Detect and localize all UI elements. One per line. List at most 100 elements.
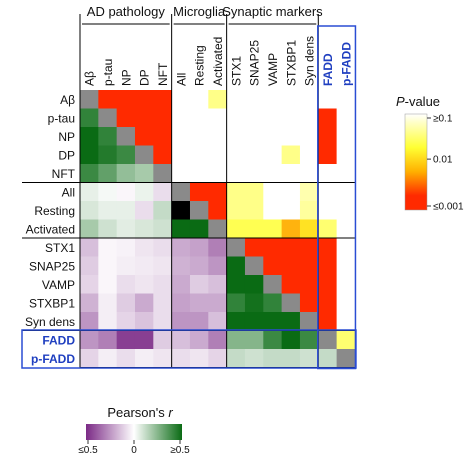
heatmap-cell-all-stxbp1 — [281, 182, 301, 202]
heatmap-cell-activated-fadd — [318, 219, 338, 239]
heatmap-cell-p-fadd-vamp — [263, 349, 283, 368]
heatmap-cell-dp-vamp — [263, 145, 283, 165]
p-value-tick-label: 0.01 — [433, 155, 453, 166]
heatmap-cell-np-vamp — [263, 127, 283, 146]
row-label-vamp: VAMP — [42, 278, 75, 292]
heatmap-cell-snap25-ab — [80, 256, 99, 276]
heatmap-cell-snap25-nft — [153, 256, 173, 276]
heatmap-cell-p-fadd-ab — [80, 349, 99, 368]
heatmap-cell-p-fadd-p-fadd — [336, 349, 356, 368]
col-label-p-fadd: p-FADD — [339, 42, 353, 86]
heatmap-cell-ab-nft — [153, 90, 173, 109]
col-label-p-tau: p-tau — [101, 59, 115, 86]
heatmap-cell-fadd-activated — [208, 330, 228, 350]
heatmap-cell-p-tau-p-fadd — [336, 108, 356, 128]
heatmap-cell-np-stx1 — [226, 127, 246, 146]
heatmap-cell-all-stx1 — [226, 182, 246, 202]
heatmap-cell-ab-p-fadd — [336, 90, 356, 109]
heatmap-cell-syn-dens-fadd — [318, 312, 338, 331]
heatmap-cell-snap25-stx1 — [226, 256, 246, 276]
heatmap-cell-np-dp — [134, 127, 154, 146]
heatmap-cell-stx1-vamp — [263, 238, 283, 257]
heatmap-cell-resting-fadd — [318, 201, 338, 220]
group-label-microglia: Microglia — [173, 4, 226, 19]
heatmap-cell-p-tau-dp — [134, 108, 154, 128]
heatmap-cell-stxbp1-snap25 — [244, 293, 264, 313]
heatmap-cell-activated-snap25 — [244, 219, 264, 239]
heatmap-cell-snap25-p-tau — [98, 256, 118, 276]
heatmap-cell-snap25-dp — [134, 256, 154, 276]
heatmap-cell-activated-ab — [80, 219, 99, 239]
heatmap-cell-stx1-p-fadd — [336, 238, 356, 257]
heatmap-cell-dp-resting — [189, 145, 209, 165]
heatmap-cell-syn-dens-np — [116, 312, 136, 331]
heatmap-cell-ab-activated — [208, 90, 228, 109]
heatmap-cell-fadd-np — [116, 330, 136, 350]
heatmap-cell-fadd-fadd — [318, 330, 338, 350]
heatmap-cell-nft-all — [171, 164, 191, 183]
heatmap-cell-dp-all — [171, 145, 191, 165]
heatmap-cell-p-tau-all — [171, 108, 191, 128]
col-label-dp: DP — [138, 69, 152, 86]
heatmap-cell-activated-activated — [208, 219, 228, 239]
heatmap-cell-dp-dp — [134, 145, 154, 165]
heatmap-cell-syn-dens-stxbp1 — [281, 312, 301, 331]
heatmap-cell-vamp-p-tau — [98, 275, 118, 294]
heatmap-cell-nft-activated — [208, 164, 228, 183]
heatmap-cell-stx1-dp — [134, 238, 154, 257]
heatmap-cell-p-tau-ab — [80, 108, 99, 128]
heatmap-cell-p-tau-syn-dens — [299, 108, 319, 128]
heatmap-cell-fadd-nft — [153, 330, 173, 350]
heatmap-cell-resting-nft — [153, 201, 173, 220]
heatmap-cell-syn-dens-p-tau — [98, 312, 118, 331]
heatmap-cell-vamp-ab — [80, 275, 99, 294]
col-label-activated: Activated — [211, 37, 225, 86]
heatmap-cell-np-activated — [208, 127, 228, 146]
heatmap-cell-fadd-p-fadd — [336, 330, 356, 350]
heatmap-cell-syn-dens-dp — [134, 312, 154, 331]
heatmap-cell-activated-vamp — [263, 219, 283, 239]
heatmap-cell-stx1-activated — [208, 238, 228, 257]
heatmap-cell-np-p-fadd — [336, 127, 356, 146]
heatmap-cell-stxbp1-activated — [208, 293, 228, 313]
heatmap-cell-p-tau-p-tau — [98, 108, 118, 128]
heatmap-cell-dp-snap25 — [244, 145, 264, 165]
heatmap-cell-syn-dens-nft — [153, 312, 173, 331]
heatmap-cell-np-fadd — [318, 127, 338, 146]
heatmap-cell-vamp-np — [116, 275, 136, 294]
heatmap-cell-resting-stxbp1 — [281, 201, 301, 220]
heatmap-cell-activated-nft — [153, 219, 173, 239]
heatmap-cell-resting-activated — [208, 201, 228, 220]
heatmap-cell-nft-vamp — [263, 164, 283, 183]
heatmap-cell-all-vamp — [263, 182, 283, 202]
col-label-np: NP — [119, 69, 133, 86]
row-label-fadd: FADD — [42, 333, 75, 347]
heatmap-cell-syn-dens-syn-dens — [299, 312, 319, 331]
heatmap-cell-p-fadd-fadd — [318, 349, 338, 368]
p-value-colorbar — [404, 113, 428, 211]
heatmap-cell-p-tau-nft — [153, 108, 173, 128]
heatmap-cell-ab-snap25 — [244, 90, 264, 109]
heatmap-cell-np-stxbp1 — [281, 127, 301, 146]
heatmap-cell-all-ab — [80, 182, 99, 202]
heatmap-cell-stx1-fadd — [318, 238, 338, 257]
heatmap-cell-vamp-syn-dens — [299, 275, 319, 294]
heatmap-cell-np-resting — [189, 127, 209, 146]
heatmap-cell-ab-np — [116, 90, 136, 109]
heatmap-cell-activated-all — [171, 219, 191, 239]
p-value-legend: P-value ≥0.1 0.01 ≤0.001 — [396, 94, 464, 213]
heatmap-cell-nft-syn-dens — [299, 164, 319, 183]
heatmap-cell-p-fadd-all — [171, 349, 191, 368]
heatmap-cell-all-p-tau — [98, 182, 118, 202]
heatmap-cell-nft-stxbp1 — [281, 164, 301, 183]
heatmap-cell-all-fadd — [318, 182, 338, 202]
heatmap-cell-vamp-stxbp1 — [281, 275, 301, 294]
heatmap-cell-vamp-activated — [208, 275, 228, 294]
heatmap-cell-ab-p-tau — [98, 90, 118, 109]
heatmap-cell-nft-p-fadd — [336, 164, 356, 183]
heatmap-cell-activated-stx1 — [226, 219, 246, 239]
heatmap-cell-p-fadd-syn-dens — [299, 349, 319, 368]
heatmap-cell-np-p-tau — [98, 127, 118, 146]
